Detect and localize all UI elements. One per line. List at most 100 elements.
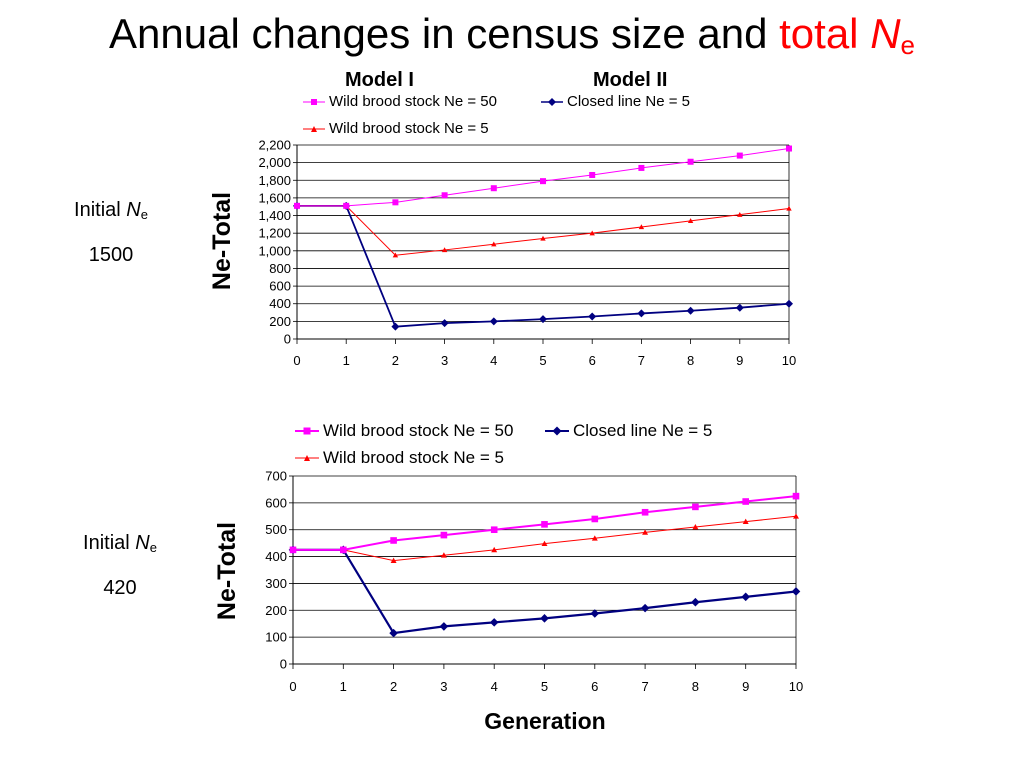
x-tick-label: 4 <box>491 679 498 694</box>
data-point-square <box>540 178 546 185</box>
data-point-triangle <box>591 535 598 541</box>
x-tick-label: 10 <box>789 679 803 694</box>
data-point-diamond <box>590 609 600 618</box>
data-point-triangle <box>786 205 792 211</box>
page-title: Annual changes in census size and total … <box>0 8 1024 60</box>
y-tick-label: 1,600 <box>258 190 291 205</box>
data-point-square <box>289 546 297 554</box>
data-point-diamond <box>389 628 398 638</box>
data-point-triangle <box>642 529 649 535</box>
x-tick-label: 4 <box>490 353 497 368</box>
initial-ne-value-1: 1500 <box>88 244 134 266</box>
chart1-legend-item-wild5: Wild brood stock Ne = 5 <box>303 120 489 137</box>
data-point-triangle <box>589 230 595 236</box>
x-tick-label: 8 <box>687 353 694 368</box>
y-tick-label: 1,000 <box>258 243 291 258</box>
chart1-legend-item-wild50: Wild brood stock Ne = 50 <box>303 93 497 110</box>
data-point-triangle <box>638 224 645 230</box>
title-red-sub: e <box>900 30 915 60</box>
data-point-triangle <box>742 518 749 525</box>
x-tick-label: 0 <box>289 679 296 694</box>
x-tick-label: 5 <box>541 679 548 694</box>
y-tick-label: 1,800 <box>258 173 291 188</box>
data-point-diamond <box>588 312 597 321</box>
data-point-square <box>441 192 448 199</box>
data-point-triangle <box>390 557 397 563</box>
data-point-diamond <box>691 597 700 607</box>
model-ii-label: Model II <box>593 69 668 91</box>
y-tick-label: 300 <box>265 576 287 591</box>
x-tick-label: 1 <box>343 353 350 368</box>
data-point-triangle <box>491 546 498 553</box>
y-tick-label: 0 <box>280 657 287 672</box>
data-point-diamond <box>686 306 695 315</box>
x-tick-label: 6 <box>589 353 596 368</box>
data-point-diamond <box>489 618 499 627</box>
data-point-triangle <box>687 218 694 223</box>
data-point-triangle <box>793 513 799 519</box>
y-tick-label: 200 <box>265 603 287 618</box>
model-i-label: Model I <box>345 69 414 91</box>
y-tick-label: 2,000 <box>258 155 291 170</box>
y-tick-label: 400 <box>265 549 287 564</box>
y-tick-label: 0 <box>284 332 291 347</box>
y-tick-label: 2,200 <box>258 138 291 153</box>
data-point-diamond <box>640 603 650 613</box>
data-point-square <box>687 158 694 165</box>
x-tick-label: 6 <box>591 679 598 694</box>
x-tick-label: 7 <box>641 679 648 694</box>
triangle-marker-icon <box>295 455 319 461</box>
data-point-square <box>736 152 743 159</box>
data-point-diamond <box>391 322 400 331</box>
y-tick-label: 500 <box>265 522 287 537</box>
data-point-diamond <box>540 614 549 623</box>
y-tick-label: 100 <box>265 630 287 645</box>
diamond-marker-icon <box>545 426 569 436</box>
data-point-square <box>390 537 397 544</box>
data-point-diamond <box>637 309 646 318</box>
title-main: Annual changes in census size and <box>109 10 780 57</box>
data-point-square <box>742 498 749 505</box>
x-tick-label: 2 <box>390 679 397 694</box>
y-tick-label: 600 <box>265 495 287 510</box>
data-point-diamond <box>741 592 750 602</box>
data-point-diamond <box>735 303 744 312</box>
data-point-square <box>792 492 800 500</box>
data-point-diamond <box>439 622 449 631</box>
data-point-triangle <box>541 540 548 547</box>
data-point-diamond <box>489 317 498 326</box>
chart2-x-axis-label: Generation <box>484 708 606 734</box>
y-tick-label: 400 <box>269 296 291 311</box>
data-point-square <box>440 531 448 539</box>
title-red: total <box>779 10 871 57</box>
data-point-square <box>343 202 350 209</box>
initial-ne-label-1: Initial Ne <box>74 199 148 222</box>
data-point-square <box>294 202 300 209</box>
x-tick-label: 9 <box>736 353 743 368</box>
y-tick-label: 600 <box>269 279 291 294</box>
data-point-diamond <box>440 319 449 328</box>
y-tick-label: 1,400 <box>258 208 291 223</box>
x-tick-label: 5 <box>539 353 546 368</box>
y-tick-label: 1,200 <box>258 226 291 241</box>
data-point-square <box>786 145 792 152</box>
y-tick-label: 700 <box>265 469 287 484</box>
data-point-square <box>692 503 699 511</box>
x-tick-label: 3 <box>441 353 448 368</box>
data-point-triangle <box>392 252 399 258</box>
square-marker-icon <box>295 427 319 435</box>
y-tick-label: 800 <box>269 261 291 276</box>
data-point-triangle <box>692 524 699 530</box>
chart1-legend-item-closed5: Closed line Ne = 5 <box>541 93 690 110</box>
data-point-triangle <box>441 247 448 253</box>
chart2-legend-item-wild5: Wild brood stock Ne = 5 <box>295 448 504 468</box>
x-tick-label: 3 <box>440 679 447 694</box>
data-point-square <box>589 171 596 178</box>
x-tick-label: 0 <box>293 353 300 368</box>
chart2-legend-item-wild50: Wild brood stock Ne = 50 <box>295 421 513 441</box>
x-tick-label: 2 <box>392 353 399 368</box>
data-point-triangle <box>737 211 743 217</box>
x-tick-label: 10 <box>782 353 796 368</box>
data-point-square <box>392 199 399 206</box>
data-point-square <box>541 521 548 528</box>
